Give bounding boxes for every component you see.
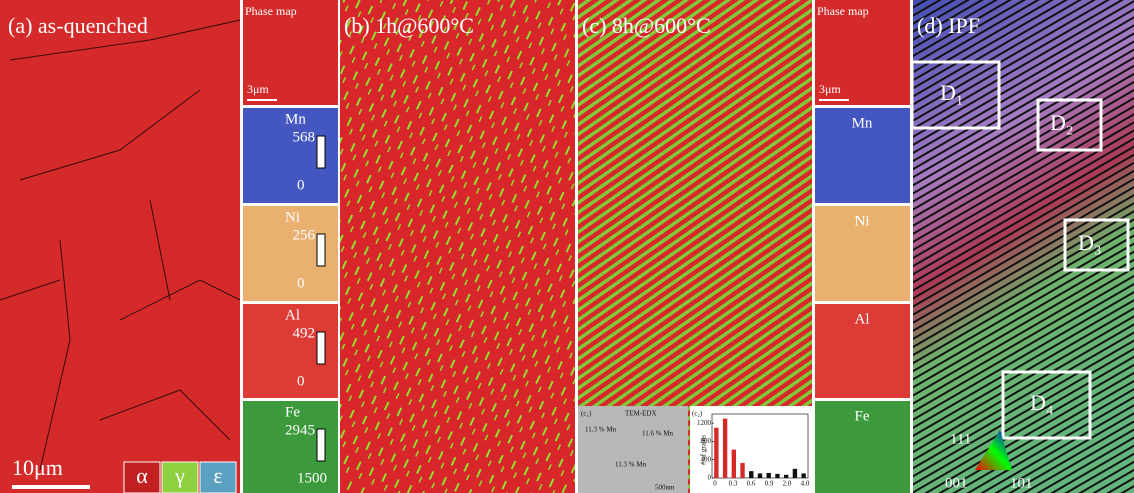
- panel-label: (b) 1h@600°C: [344, 13, 474, 38]
- x-tick-label: 2.0: [783, 480, 792, 488]
- scale-bar: [247, 99, 277, 101]
- scale-max: 256: [293, 227, 316, 243]
- scale-bar-label: 3μm: [819, 82, 841, 96]
- element-name: Al: [855, 311, 870, 327]
- key-label: 101: [1010, 475, 1033, 491]
- inset-note: 11.3 % Mn: [615, 461, 647, 469]
- scale-min: 0: [297, 177, 305, 193]
- scale-bar-label: 10μm: [12, 455, 63, 480]
- inset-title: TEM-EDX: [625, 410, 657, 418]
- scale-max: 2945: [285, 422, 315, 438]
- map-b: [340, 0, 575, 493]
- color-scale: [317, 429, 325, 461]
- region-label: D₄: [1030, 390, 1054, 415]
- x-tick-label: 0.3: [729, 480, 738, 488]
- x-tick-label: 0.6: [747, 480, 756, 488]
- element-name: Al: [285, 307, 300, 323]
- bar: [723, 419, 727, 478]
- y-tick-label: 1200: [697, 419, 712, 427]
- y-tick-label: 800: [701, 437, 712, 445]
- scale-min: 0: [297, 275, 305, 291]
- bar: [793, 469, 797, 478]
- y-tick-label: 0: [708, 474, 712, 482]
- tem-image: [578, 406, 688, 493]
- scale-bar-label: 3μm: [247, 82, 269, 96]
- key-label: 001: [945, 475, 968, 491]
- map-a: [0, 0, 240, 493]
- region-label: D₃: [1078, 230, 1102, 255]
- bar: [775, 474, 779, 478]
- bar: [758, 473, 762, 478]
- legend-label: α: [136, 463, 148, 488]
- element-name: Fe: [285, 404, 300, 420]
- x-tick-label: 0: [713, 480, 717, 488]
- bar: [714, 428, 718, 478]
- figure: (a) as-quenched 10μm α γ ε Phase map 3μm M…: [0, 0, 1134, 493]
- bar: [784, 475, 788, 478]
- x-tick-label: 0.9: [765, 480, 774, 488]
- scale-min: 0: [297, 373, 305, 389]
- element-name: Mn: [852, 115, 873, 131]
- scale-max: 568: [293, 129, 316, 145]
- bar: [740, 463, 744, 478]
- element-name: Fe: [855, 408, 870, 424]
- x-tick-label: 4.0: [801, 480, 810, 488]
- element-name: Ni: [285, 209, 300, 225]
- key-label: 111: [950, 431, 971, 447]
- y-tick-label: 400: [701, 455, 712, 463]
- bar: [732, 450, 736, 478]
- map-title: Phase map: [245, 4, 297, 18]
- legend-label: ε: [213, 463, 222, 488]
- element-name: Ni: [855, 213, 870, 229]
- region-label: D₁: [940, 80, 964, 105]
- panel-label: (c) 8h@600°C: [582, 13, 711, 38]
- color-scale: [317, 136, 325, 168]
- element-name: Mn: [285, 111, 306, 127]
- inset-note: 11.3 % Mn: [585, 426, 617, 434]
- inset-scale-bar: 500nm: [655, 484, 675, 492]
- scale-max: 492: [293, 325, 316, 341]
- legend-label: γ: [174, 463, 185, 488]
- color-scale: [317, 332, 325, 364]
- bar: [801, 473, 805, 478]
- inset-label: (c₁): [581, 410, 592, 418]
- panel-label: (d) IPF: [917, 13, 980, 38]
- color-scale: [317, 234, 325, 266]
- panel-label: (a) as-quenched: [8, 13, 148, 38]
- scale-bar: [819, 99, 849, 101]
- inset-note: 11.6 % Mn: [642, 430, 674, 438]
- scale-bar: [12, 485, 90, 489]
- bar: [749, 471, 753, 478]
- scale-min: 1500: [297, 470, 327, 486]
- inset-label: (c₂): [692, 410, 703, 418]
- bar: [767, 473, 771, 478]
- map-title: Phase map: [817, 4, 869, 18]
- region-label: D₂: [1050, 110, 1074, 135]
